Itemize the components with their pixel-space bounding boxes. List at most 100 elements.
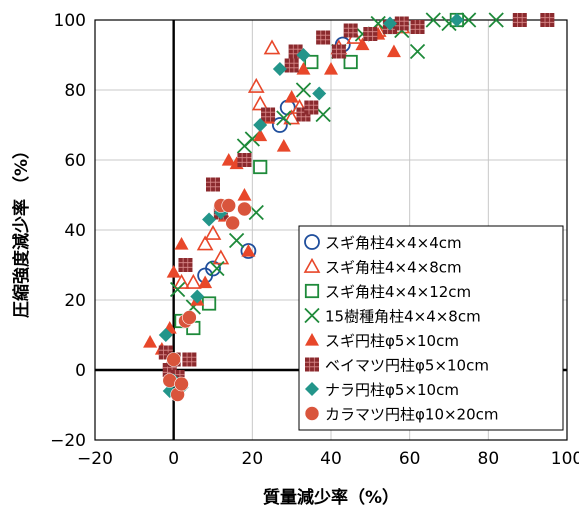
legend-label: ナラ円柱φ5×10cm (325, 381, 459, 399)
series-7 (158, 13, 464, 398)
legend-label: スギ円柱φ5×10cm (325, 332, 459, 350)
legend-marker (303, 257, 321, 273)
data-point (425, 12, 441, 28)
y-tick-label: 20 (64, 291, 86, 311)
data-point (225, 215, 240, 231)
y-tick-labels: −20 0 20 40 60 80 100 (50, 11, 86, 451)
data-point (204, 224, 222, 240)
x-tick-label: 100 (551, 449, 579, 469)
data-point (201, 296, 217, 311)
x-tick-label: 40 (320, 449, 342, 469)
data-point (283, 109, 301, 125)
data-point (315, 106, 331, 123)
legend-marker (305, 382, 319, 396)
legend-item: スギ円柱φ5×10cm (305, 332, 459, 350)
legend-item: ナラ円柱φ5×10cm (305, 381, 459, 399)
data-point (205, 260, 221, 277)
data-point (182, 310, 197, 325)
legend-marker (304, 283, 320, 299)
legend-label: カラマツ円柱φ10×20cm (325, 406, 499, 424)
data-point (304, 54, 319, 70)
data-point (173, 273, 190, 289)
data-point (206, 177, 220, 192)
y-axis-title: 圧縮強度減少率 （%） (11, 142, 32, 318)
data-point (410, 20, 425, 34)
legend-item: スギ角柱4×4×8cm (303, 257, 462, 277)
data-point (196, 235, 214, 251)
data-point (461, 12, 477, 28)
legend-label: スギ角柱4×4×12cm (325, 283, 471, 301)
data-point (488, 12, 504, 28)
data-point (512, 13, 527, 27)
data-point (166, 352, 181, 367)
data-point (253, 118, 268, 132)
data-point (209, 260, 225, 277)
data-point (312, 86, 327, 101)
data-point (169, 281, 186, 298)
x-tick-label: 80 (478, 449, 500, 469)
data-point (202, 212, 217, 227)
data-point (284, 58, 299, 73)
data-point (276, 110, 292, 126)
data-point (237, 201, 252, 217)
legend-marker (305, 333, 319, 346)
series-8 (162, 198, 252, 402)
data-point (221, 153, 236, 166)
data-point (355, 37, 370, 51)
x-axis-title: 質量減少率（%） (263, 487, 399, 508)
legend-item: ベイマツ円柱φ5×10cm (305, 357, 489, 375)
data-point (271, 117, 288, 133)
data-point (409, 43, 426, 60)
x-tick-label: 20 (242, 449, 264, 469)
data-point (386, 44, 401, 58)
series-5 (143, 27, 401, 355)
data-point (237, 153, 252, 167)
x-tick-label: 60 (399, 449, 421, 469)
y-tick-label: 0 (75, 361, 86, 381)
data-point (166, 265, 181, 278)
legend-marker (305, 357, 319, 372)
data-point (304, 100, 319, 115)
data-point (540, 13, 555, 27)
data-point (184, 273, 202, 289)
y-tick-label: 80 (64, 81, 86, 101)
legend-marker (304, 307, 320, 324)
data-point (253, 159, 268, 175)
data-point (190, 289, 205, 304)
data-point (316, 30, 331, 45)
y-tick-label: 100 (54, 11, 86, 31)
data-point (253, 128, 268, 142)
data-point (343, 23, 358, 38)
data-point (178, 258, 193, 272)
data-point (394, 16, 409, 31)
data-point (247, 77, 265, 93)
legend-item: スギ角柱4×4×4cm (304, 234, 462, 252)
data-point (296, 48, 311, 62)
data-point (363, 27, 378, 41)
data-point (296, 62, 311, 75)
data-point (276, 139, 291, 152)
legend-label: 15樹種角柱4×4×8cm (325, 308, 481, 326)
data-point (237, 188, 252, 201)
data-point (284, 90, 299, 103)
data-point (221, 198, 237, 213)
legend-label: スギ角柱4×4×4cm (325, 234, 462, 252)
data-point (324, 62, 338, 75)
data-point (251, 95, 269, 111)
data-point (198, 275, 213, 289)
data-point (143, 335, 158, 348)
legend-marker (304, 234, 320, 250)
legend: スギ角柱4×4×4cm スギ角柱4×4×8cm スギ角柱4×4×12cm 15樹種角柱… (298, 225, 564, 431)
legend-label: ベイマツ円柱φ5×10cm (325, 357, 489, 375)
data-point (263, 39, 281, 55)
data-point (449, 13, 464, 27)
y-tick-label: 40 (64, 221, 86, 241)
data-point (261, 107, 276, 122)
data-point (228, 232, 245, 249)
data-point (331, 44, 346, 59)
data-point (295, 82, 312, 98)
legend-box (298, 225, 564, 431)
y-tick-label: −20 (50, 431, 86, 451)
legend-item: カラマツ円柱φ10×20cm (304, 406, 499, 424)
